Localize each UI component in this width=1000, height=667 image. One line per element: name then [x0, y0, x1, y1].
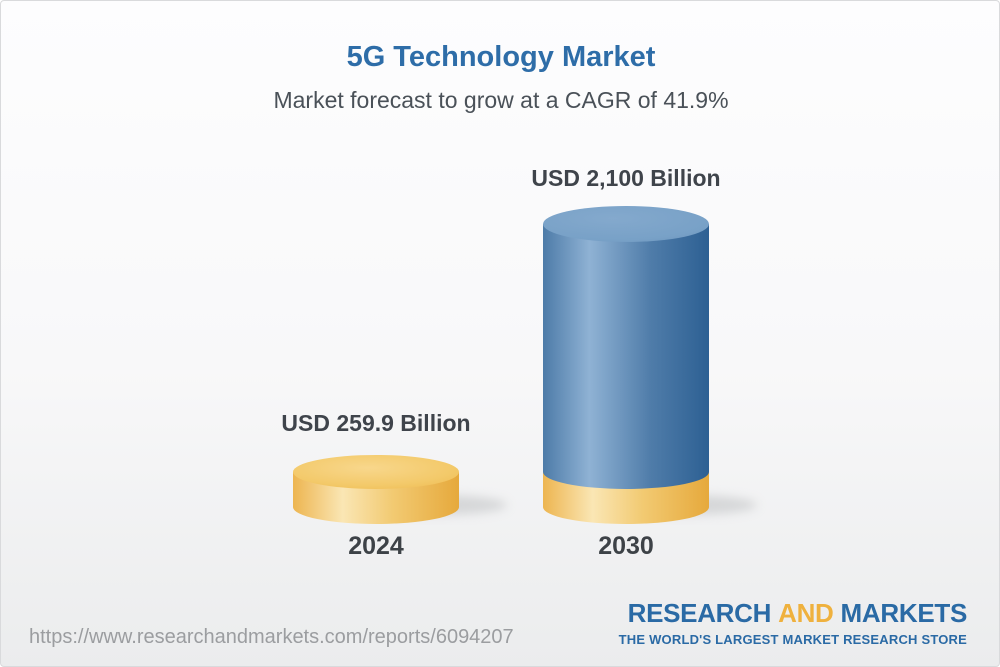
page-title: 5G Technology Market	[346, 41, 656, 73]
logo-word-markets: MARKETS	[840, 598, 968, 628]
logo-word-and: AND	[778, 598, 834, 628]
value-label-2030: USD 2,100 Billion	[531, 165, 721, 191]
bar-2030-cylinder-wall	[543, 224, 709, 489]
page-subtitle: Market forecast to grow at a CAGR of 41.…	[273, 87, 729, 113]
source-url: https://www.researchandmarkets.com/repor…	[29, 626, 514, 648]
logo-word-research: RESEARCH	[627, 598, 772, 628]
bar-2030-cylinder-top	[543, 206, 709, 242]
category-label-2030: 2030	[598, 532, 654, 560]
category-label-2024: 2024	[348, 532, 404, 560]
logo-tagline: THE WORLD'S LARGEST MARKET RESEARCH STOR…	[618, 632, 967, 647]
research-and-markets-logo: RESEARCH AND MARKETS THE WORLD'S LARGEST M…	[618, 598, 968, 647]
bar-2024-cylinder-top	[293, 454, 459, 489]
value-label-2024: USD 259.9 Billion	[281, 410, 471, 436]
logo-wordmark: RESEARCH AND MARKETS	[619, 598, 968, 629]
